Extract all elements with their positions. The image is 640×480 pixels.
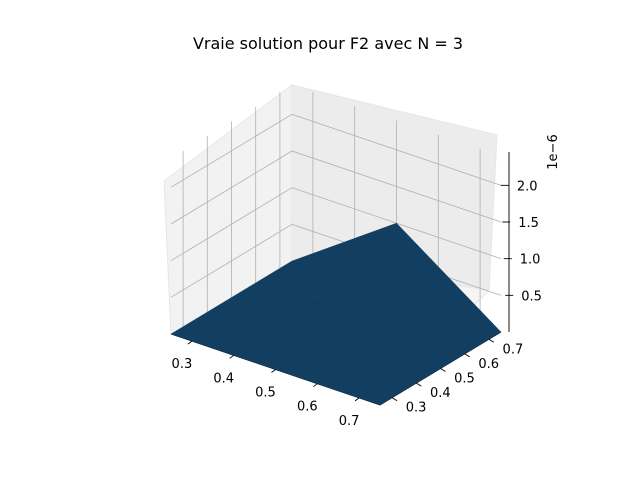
- x-tick-label: 0.4: [213, 371, 234, 386]
- y-tick-label: 0.7: [503, 342, 524, 357]
- x-tick-mark: [187, 340, 193, 345]
- x-tick-label: 0.5: [255, 386, 276, 401]
- chart-title: Vraie solution pour F2 avec N = 3: [193, 34, 463, 53]
- y-axis-ticks: 0.30.40.50.6 0.7: [391, 338, 524, 416]
- x-axis-ticks: 0.3 0.4 0.5 0.6 0.7: [172, 340, 360, 429]
- y-tick-mark: [488, 338, 495, 343]
- z-tick-label: 1.0: [520, 253, 541, 268]
- y-tick-mark: [464, 353, 470, 358]
- x-tick-mark: [229, 354, 234, 359]
- x-tick-mark: [354, 397, 360, 402]
- x-tick-label: 0.7: [339, 414, 360, 429]
- z-tick-label: 0.5: [521, 289, 542, 304]
- y-tick-mark: [391, 397, 398, 402]
- z-tick-label: 1.5: [518, 216, 539, 231]
- x-tick-label: 0.3: [172, 357, 193, 372]
- x-tick-mark: [313, 383, 318, 388]
- y-tick-label: 0.4: [430, 386, 451, 401]
- y-tick-mark: [416, 382, 422, 387]
- z-axis-ticks: 0.5 1.0 1.5 2.0: [500, 179, 542, 304]
- z-grid-line: [170, 187, 502, 262]
- z-tick-label: 2.0: [517, 179, 538, 194]
- y-tick-mark: [440, 368, 446, 372]
- z-grid-line: [170, 113, 502, 188]
- surface-plot: [170, 222, 502, 406]
- x-tick-label: 0.6: [297, 400, 318, 415]
- z-offset-label: 1e−6: [546, 134, 561, 169]
- y-tick-label: 0.5: [454, 372, 475, 387]
- x-tick-mark: [271, 369, 276, 373]
- y-tick-label: 0.6: [478, 357, 499, 372]
- y-tick-label: 0.3: [406, 401, 427, 416]
- z-grid-line: [170, 150, 502, 225]
